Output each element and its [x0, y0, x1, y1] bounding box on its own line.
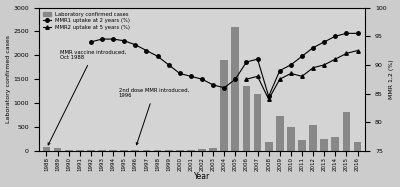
Bar — [65, 150, 72, 151]
Bar — [54, 148, 62, 151]
Bar — [298, 140, 306, 151]
Text: MMR vaccine introduced,
Oct 1988: MMR vaccine introduced, Oct 1988 — [48, 49, 126, 145]
X-axis label: Year: Year — [194, 172, 210, 181]
Bar — [154, 150, 162, 151]
Bar — [232, 27, 239, 151]
Bar — [287, 127, 295, 151]
Bar — [354, 142, 362, 151]
Bar — [142, 150, 150, 151]
Text: 2nd dose MMR introduced,
1996: 2nd dose MMR introduced, 1996 — [119, 88, 189, 145]
Bar — [42, 147, 50, 151]
Bar — [242, 86, 250, 151]
Bar — [276, 117, 284, 151]
Y-axis label: Laboratory confirmed cases: Laboratory confirmed cases — [6, 35, 10, 123]
Bar — [120, 150, 128, 151]
Bar — [342, 112, 350, 151]
Bar — [98, 150, 106, 151]
Bar — [309, 125, 317, 151]
Bar — [176, 150, 184, 151]
Bar — [132, 150, 139, 151]
Bar — [87, 150, 95, 151]
Legend: Laboratory confirmed cases, MMR1 uptake at 2 years (%), MMR2 uptake at 5 years (: Laboratory confirmed cases, MMR1 uptake … — [41, 10, 132, 32]
Bar — [109, 150, 117, 151]
Bar — [254, 94, 262, 151]
Y-axis label: MMR 1,2 (%): MMR 1,2 (%) — [390, 59, 394, 99]
Bar — [320, 139, 328, 151]
Bar — [187, 150, 195, 151]
Bar — [220, 60, 228, 151]
Bar — [198, 149, 206, 151]
Bar — [209, 148, 217, 151]
Bar — [265, 142, 272, 151]
Bar — [332, 137, 339, 151]
Bar — [165, 150, 172, 151]
Bar — [76, 150, 84, 151]
